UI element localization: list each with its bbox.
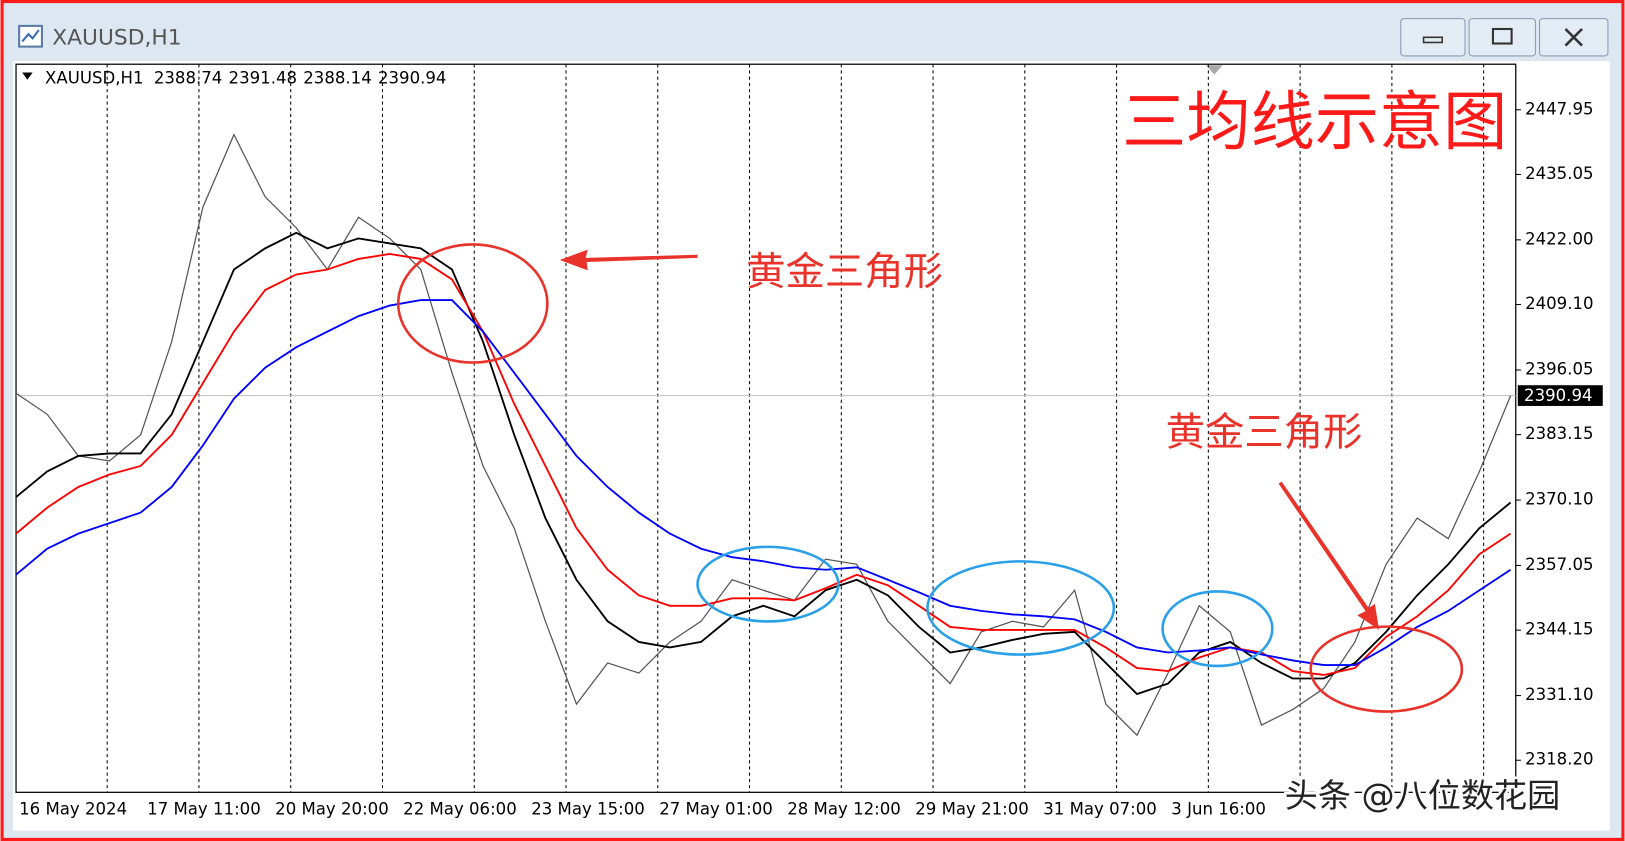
highlights (396, 243, 1464, 713)
x-tick-label: 31 May 07:00 (1043, 799, 1157, 818)
ellipse (696, 545, 840, 623)
ellipse (1161, 590, 1274, 668)
maximize-icon (1491, 27, 1513, 45)
y-tick-label: 2422.00 (1525, 229, 1594, 248)
x-tick-label: 27 May 01:00 (659, 799, 773, 818)
open: 2388.74 (154, 68, 223, 87)
window-title: XAUUSD,H1 (52, 25, 181, 50)
dropdown-arrow (22, 72, 33, 80)
x-tick-label: 16 May 2024 (19, 799, 127, 818)
ellipse (926, 560, 1116, 656)
y-tick-label: 2383.15 (1525, 424, 1594, 443)
y-tick-label: 2370.10 (1525, 490, 1594, 509)
arrow (1278, 481, 1380, 630)
y-tick-label: 2409.10 (1525, 294, 1594, 313)
minimize-icon (1422, 36, 1443, 44)
x-tick-label: 23 May 15:00 (531, 799, 645, 818)
y-tick-label: 2435.05 (1525, 164, 1594, 183)
x-tick-label: 22 May 06:00 (403, 799, 517, 818)
shift-marker (1206, 65, 1223, 75)
ellipse (1309, 625, 1464, 713)
series-line (15, 133, 1512, 737)
high: 2391.48 (229, 68, 298, 87)
annotation: 黄金三角形 (1166, 410, 1363, 456)
y-tick-label: 2318.20 (1525, 750, 1594, 769)
last-price-box (1517, 385, 1603, 406)
annotation: 黄金三角形 (746, 249, 943, 295)
x-tick-label: 29 May 21:00 (915, 799, 1029, 818)
window-buttons[interactable] (1400, 18, 1609, 57)
symbol: XAUUSD,H1 (45, 68, 143, 87)
grid (16, 64, 1516, 793)
y-tick-label: 2357.05 (1525, 555, 1594, 574)
watermark: 头条 @八位数花园 (1285, 776, 1561, 815)
plot-area (15, 63, 1517, 793)
window-icon (18, 24, 43, 48)
y-tick-label: 2447.95 (1525, 99, 1594, 118)
ellipse (396, 243, 549, 364)
y-tick-label: 2331.10 (1525, 685, 1594, 704)
chart-header: XAUUSD,H1 2388.74 2391.48 2388.14 2390.94 (45, 68, 446, 87)
arrow (559, 249, 698, 271)
series-line (15, 231, 1512, 696)
x-tick-label: 17 May 11:00 (147, 799, 261, 818)
close-icon (1564, 28, 1583, 47)
chart-title: 三均线示意图 (1122, 85, 1507, 160)
x-tick-label: 28 May 12:00 (787, 799, 901, 818)
price-axis: 2447.95 2435.05 2422.00 2409.10 2396.05 2383.… (19, 99, 1603, 818)
low: 2388.14 (303, 68, 372, 87)
y-tick-label: 2344.15 (1525, 620, 1594, 639)
last-price-label: 2390.94 (1524, 386, 1593, 405)
series-line (15, 299, 1512, 666)
maximize-button[interactable] (1468, 18, 1536, 57)
x-tick-label: 20 May 20:00 (275, 799, 389, 818)
close: 2390.94 (378, 68, 447, 87)
arrows (559, 249, 1380, 630)
x-tick-label: 3 Jun 16:00 (1171, 799, 1266, 818)
y-tick-label: 2396.05 (1525, 359, 1594, 378)
